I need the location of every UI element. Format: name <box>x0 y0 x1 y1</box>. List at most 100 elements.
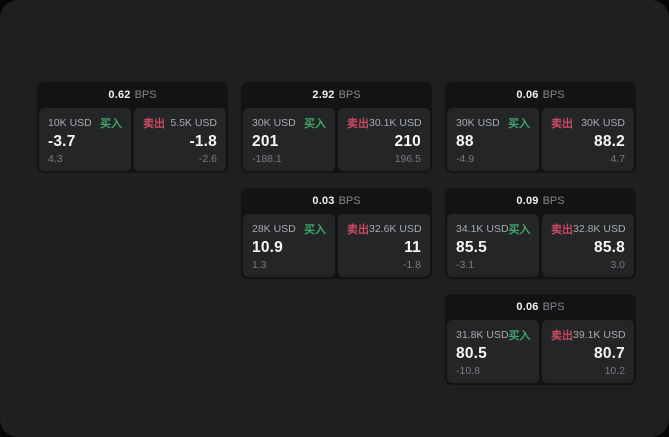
buy-delta-value: 1.3 <box>252 259 267 271</box>
quote-cards-grid: 0.62 BPS 10K USD 买入 -3.7 4.3 卖出 5.5K USD… <box>37 82 636 385</box>
buy-delta-value: -4.9 <box>456 153 475 165</box>
sell-side-label: 卖出 <box>347 118 369 130</box>
buy-quote-panel[interactable]: 34.1K USD 买入 85.5 -3.1 <box>447 214 539 277</box>
sell-side-label: 卖出 <box>143 118 165 130</box>
sell-size-label: 39.1K USD <box>573 329 626 341</box>
bps-unit-label: BPS <box>338 195 361 207</box>
card-body: 30K USD 买入 88 -4.9 卖出 30K USD 88.2 4.7 <box>445 108 636 173</box>
sell-quote-panel[interactable]: 卖出 5.5K USD -1.8 -2.6 <box>134 108 226 171</box>
buy-quote-panel[interactable]: 31.8K USD 买入 80.5 -10.8 <box>447 320 539 383</box>
sell-quote-panel[interactable]: 卖出 30.1K USD 210 196.5 <box>338 108 430 171</box>
bps-value: 0.03 <box>312 195 335 207</box>
buy-delta-value: -3.1 <box>456 259 475 271</box>
buy-quote-panel[interactable]: 30K USD 买入 88 -4.9 <box>447 108 539 171</box>
quote-card[interactable]: 0.03 BPS 28K USD 买入 10.9 1.3 卖出 32.6K US… <box>241 188 432 279</box>
buy-delta-value: -188.1 <box>252 153 282 165</box>
buy-price-value: -3.7 <box>48 133 76 151</box>
card-body: 28K USD 买入 10.9 1.3 卖出 32.6K USD 11 -1.8 <box>241 214 432 279</box>
buy-side-label: 买入 <box>304 118 326 130</box>
card-header: 2.92 BPS <box>241 82 432 108</box>
sell-side-label: 卖出 <box>551 118 573 130</box>
buy-size-label: 28K USD <box>252 223 296 235</box>
sell-quote-panel[interactable]: 卖出 30K USD 88.2 4.7 <box>542 108 634 171</box>
buy-size-label: 30K USD <box>252 117 296 129</box>
sell-top-row: 卖出 30.1K USD <box>347 115 422 131</box>
buy-size-label: 34.1K USD <box>456 223 509 235</box>
bps-value: 0.62 <box>108 89 131 101</box>
buy-side-label: 买入 <box>100 118 122 130</box>
bps-value: 0.06 <box>516 89 539 101</box>
sell-top-row: 卖出 32.8K USD <box>551 221 626 237</box>
sell-price-value: 80.7 <box>594 345 625 363</box>
card-header: 0.06 BPS <box>445 294 636 320</box>
buy-top-row: 30K USD 买入 <box>456 115 530 131</box>
sell-side-label: 卖出 <box>551 224 573 236</box>
card-header: 0.62 BPS <box>37 82 228 108</box>
sell-price-value: -1.8 <box>189 133 217 151</box>
bps-value: 0.06 <box>516 301 539 313</box>
card-header: 0.09 BPS <box>445 188 636 214</box>
sell-top-row: 卖出 39.1K USD <box>551 327 626 343</box>
sell-delta-value: 3.0 <box>610 259 625 271</box>
buy-top-row: 30K USD 买入 <box>252 115 326 131</box>
sell-size-label: 30K USD <box>581 117 625 129</box>
buy-top-row: 28K USD 买入 <box>252 221 326 237</box>
sell-price-value: 210 <box>394 133 421 151</box>
buy-size-label: 10K USD <box>48 117 92 129</box>
sell-price-value: 85.8 <box>594 239 625 257</box>
sell-side-label: 卖出 <box>551 330 573 342</box>
buy-price-value: 201 <box>252 133 279 151</box>
buy-quote-panel[interactable]: 10K USD 买入 -3.7 4.3 <box>39 108 131 171</box>
buy-price-value: 85.5 <box>456 239 487 257</box>
sell-size-label: 32.8K USD <box>573 223 626 235</box>
quote-card[interactable]: 0.62 BPS 10K USD 买入 -3.7 4.3 卖出 5.5K USD… <box>37 82 228 173</box>
sell-delta-value: -2.6 <box>198 153 217 165</box>
buy-price-value: 88 <box>456 133 474 151</box>
buy-price-value: 10.9 <box>252 239 283 257</box>
buy-side-label: 买入 <box>304 224 326 236</box>
quote-card[interactable]: 0.09 BPS 34.1K USD 买入 85.5 -3.1 卖出 32.8K… <box>445 188 636 279</box>
sell-top-row: 卖出 32.6K USD <box>347 221 422 237</box>
buy-quote-panel[interactable]: 30K USD 买入 201 -188.1 <box>243 108 335 171</box>
card-body: 34.1K USD 买入 85.5 -3.1 卖出 32.8K USD 85.8… <box>445 214 636 279</box>
card-body: 31.8K USD 买入 80.5 -10.8 卖出 39.1K USD 80.… <box>445 320 636 385</box>
buy-price-value: 80.5 <box>456 345 487 363</box>
sell-size-label: 32.6K USD <box>369 223 422 235</box>
buy-delta-value: -10.8 <box>456 365 480 377</box>
sell-top-row: 卖出 30K USD <box>551 115 625 131</box>
sell-delta-value: 10.2 <box>604 365 625 377</box>
quote-card[interactable]: 2.92 BPS 30K USD 买入 201 -188.1 卖出 30.1K … <box>241 82 432 173</box>
sell-quote-panel[interactable]: 卖出 39.1K USD 80.7 10.2 <box>542 320 634 383</box>
card-header: 0.06 BPS <box>445 82 636 108</box>
quote-card[interactable]: 0.06 BPS 30K USD 买入 88 -4.9 卖出 30K USD 8… <box>445 82 636 173</box>
buy-top-row: 10K USD 买入 <box>48 115 122 131</box>
bps-unit-label: BPS <box>542 89 565 101</box>
buy-size-label: 31.8K USD <box>456 329 509 341</box>
buy-top-row: 31.8K USD 买入 <box>456 327 531 343</box>
buy-side-label: 买入 <box>508 330 531 342</box>
buy-side-label: 买入 <box>508 224 531 236</box>
sell-size-label: 5.5K USD <box>170 117 217 129</box>
sell-size-label: 30.1K USD <box>369 117 422 129</box>
sell-quote-panel[interactable]: 卖出 32.8K USD 85.8 3.0 <box>542 214 634 277</box>
bps-unit-label: BPS <box>338 89 361 101</box>
sell-price-value: 88.2 <box>594 133 625 151</box>
quote-card[interactable]: 0.06 BPS 31.8K USD 买入 80.5 -10.8 卖出 39.1… <box>445 294 636 385</box>
buy-quote-panel[interactable]: 28K USD 买入 10.9 1.3 <box>243 214 335 277</box>
sell-delta-value: 196.5 <box>394 153 421 165</box>
buy-top-row: 34.1K USD 买入 <box>456 221 531 237</box>
bps-unit-label: BPS <box>542 195 565 207</box>
card-header: 0.03 BPS <box>241 188 432 214</box>
sell-delta-value: -1.8 <box>402 259 421 271</box>
bps-value: 0.09 <box>516 195 539 207</box>
sell-quote-panel[interactable]: 卖出 32.6K USD 11 -1.8 <box>338 214 430 277</box>
bps-unit-label: BPS <box>134 89 157 101</box>
sell-side-label: 卖出 <box>347 224 369 236</box>
bps-unit-label: BPS <box>542 301 565 313</box>
buy-size-label: 30K USD <box>456 117 500 129</box>
buy-side-label: 买入 <box>508 118 530 130</box>
bps-value: 2.92 <box>312 89 335 101</box>
sell-top-row: 卖出 5.5K USD <box>143 115 217 131</box>
